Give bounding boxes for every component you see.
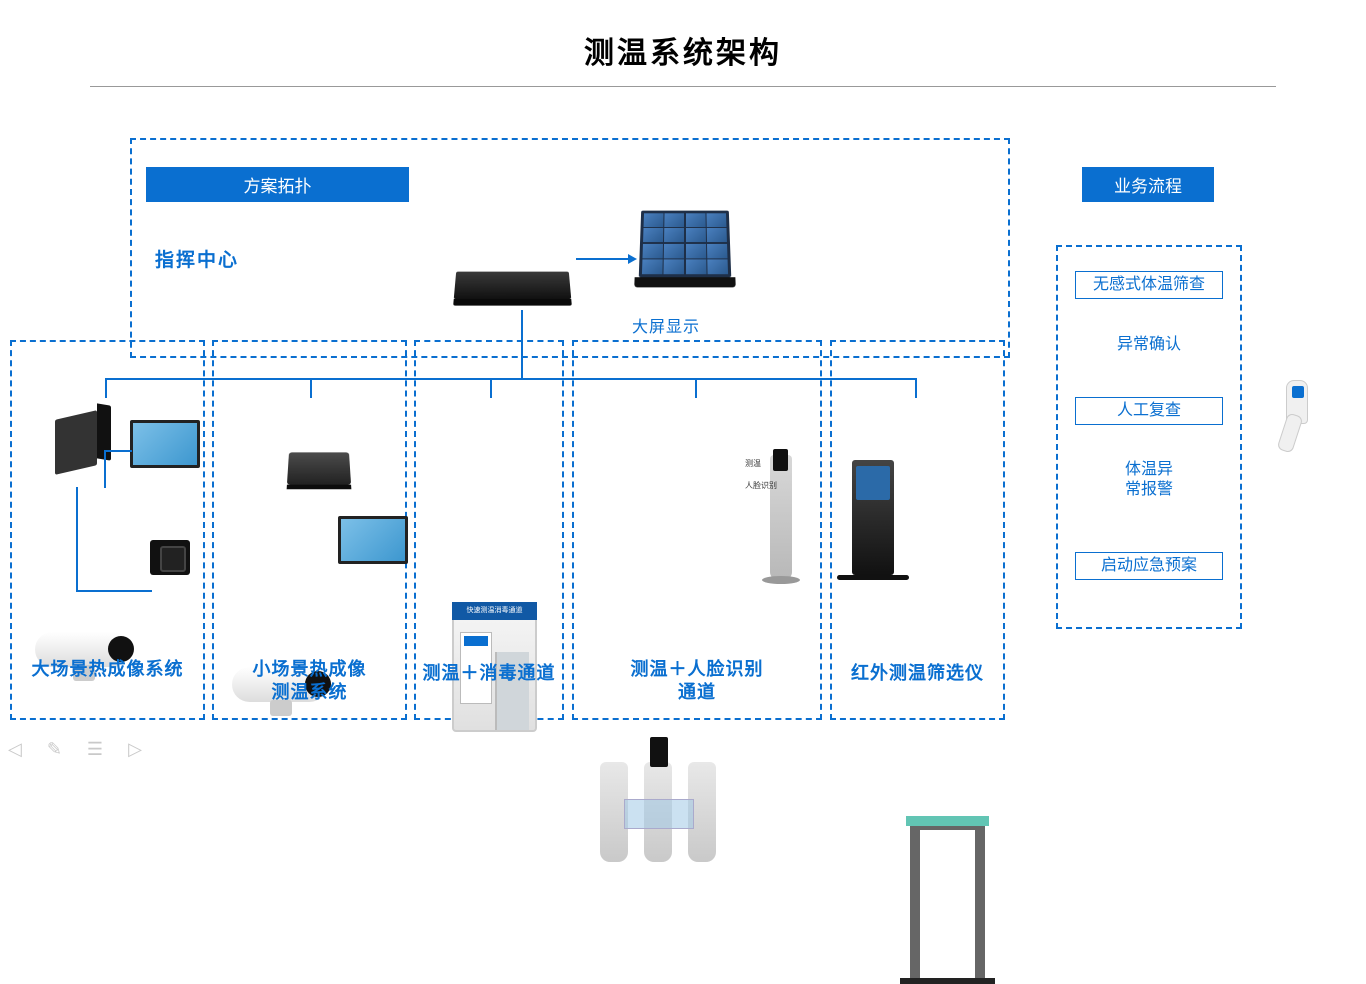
center-label: 指挥中心 (155, 245, 239, 272)
link-line (76, 590, 152, 592)
ir-panel-icon (852, 460, 894, 575)
videowall-icon (639, 211, 732, 278)
bus-drop-1 (105, 378, 107, 398)
bus-line (105, 378, 915, 380)
bus-drop-4 (695, 378, 697, 398)
arrow-head-icon (628, 254, 637, 264)
monitor-icon-1 (130, 420, 200, 468)
title-divider (90, 86, 1276, 87)
turnstile-icon (600, 747, 715, 862)
server-icon (454, 272, 571, 299)
link-line (104, 450, 106, 488)
link-line (104, 450, 132, 452)
bus-drop-3 (490, 378, 492, 398)
monitor-icon-2 (338, 516, 408, 564)
booth-banner: 快速测温消毒通道 (452, 602, 537, 620)
caption-b1: 大场景热成像系统 (10, 658, 205, 681)
thermometer-icon (1280, 380, 1315, 455)
flow-step-2: 异常确认 (1075, 335, 1223, 355)
rack-icon (55, 410, 97, 475)
face-kiosk-icon (770, 455, 792, 580)
page-title: 测温系统架构 (0, 0, 1366, 72)
slide-controls[interactable]: ◁ ✎ ☰ ▷ (8, 739, 152, 760)
box-topology (130, 138, 1010, 358)
arrow-server-to-wall (576, 258, 628, 260)
link-line (76, 487, 78, 590)
caption-b3: 测温＋消毒通道 (414, 662, 564, 685)
caption-b5: 红外测温筛选仪 (830, 662, 1005, 685)
flow-step-1: 无感式体温筛查 (1075, 271, 1223, 299)
flow-step-3: 人工复查 (1075, 397, 1223, 425)
caption-b2: 小场景热成像测温系统 (212, 658, 407, 705)
flow-step-5: 启动应急预案 (1075, 552, 1223, 580)
bus-drop-2 (310, 378, 312, 398)
flow-step-4: 体温异常报警 (1075, 460, 1223, 500)
badge-flow: 业务流程 (1082, 167, 1214, 202)
nvr-icon (287, 452, 351, 484)
pole-label-top: 测温 (745, 458, 761, 469)
bus-up (521, 310, 523, 378)
box-camera-icon (150, 540, 190, 575)
pole-label-mid: 人脸识别 (745, 480, 777, 491)
display-label: 大屏显示 (632, 313, 700, 337)
caption-b4: 测温＋人脸识别通道 (572, 658, 822, 705)
bus-drop-5 (915, 378, 917, 398)
detector-frame-icon (910, 820, 985, 978)
